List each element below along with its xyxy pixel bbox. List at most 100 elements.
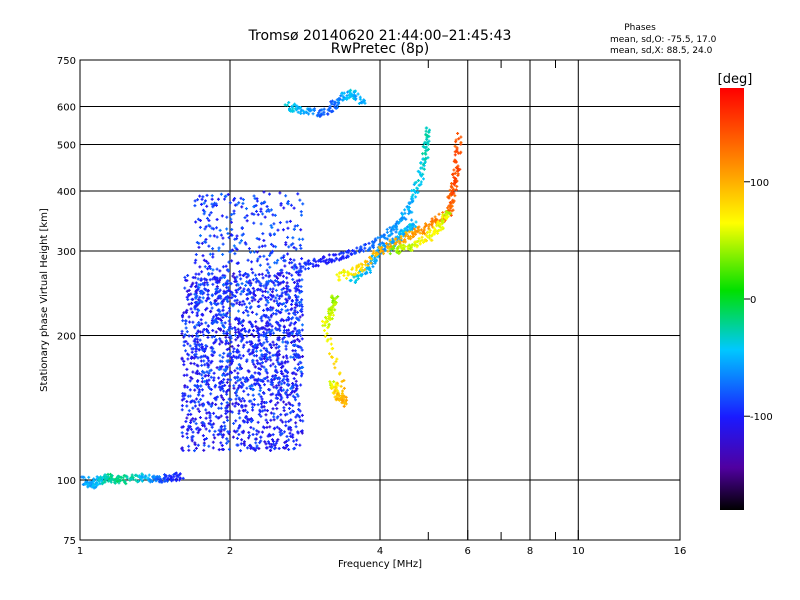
data-point <box>219 394 223 398</box>
data-point <box>337 252 341 256</box>
data-point <box>255 429 259 433</box>
data-point <box>262 200 266 204</box>
data-point <box>267 432 271 436</box>
data-point <box>260 400 264 404</box>
data-point <box>252 212 256 216</box>
data-point <box>189 412 193 416</box>
data-point <box>300 257 304 261</box>
data-point <box>191 417 195 421</box>
data-point <box>364 242 368 246</box>
data-point <box>194 446 198 450</box>
data-point <box>228 250 232 254</box>
data-point <box>292 281 296 285</box>
data-point <box>246 287 250 291</box>
data-point <box>357 263 361 267</box>
x-tick-label: 4 <box>377 546 383 557</box>
data-point <box>253 294 257 298</box>
data-point <box>258 410 262 414</box>
data-point <box>427 236 431 240</box>
data-point <box>259 316 263 320</box>
data-point <box>288 288 292 292</box>
data-point <box>282 328 286 332</box>
data-point <box>229 217 233 221</box>
data-point <box>249 426 253 430</box>
data-point <box>184 326 188 330</box>
data-point <box>204 299 208 303</box>
data-point <box>281 364 285 368</box>
data-point <box>265 204 269 208</box>
data-point <box>194 355 198 359</box>
data-point <box>274 296 278 300</box>
data-point <box>322 328 326 332</box>
data-point <box>201 369 205 373</box>
data-point <box>284 446 288 450</box>
data-point <box>197 321 201 325</box>
data-point <box>190 350 194 354</box>
data-point <box>270 378 274 382</box>
data-point <box>193 404 197 408</box>
data-point <box>268 308 272 312</box>
data-point <box>397 231 401 235</box>
data-point <box>231 274 235 278</box>
data-point <box>287 438 291 442</box>
data-point <box>454 138 458 142</box>
data-point <box>296 414 300 418</box>
data-point <box>224 264 228 268</box>
data-point <box>289 355 293 359</box>
data-point <box>250 212 254 216</box>
data-point <box>202 448 206 452</box>
data-point <box>330 384 334 388</box>
data-point <box>186 274 190 278</box>
data-point <box>385 227 389 231</box>
data-point <box>193 301 197 305</box>
data-point <box>240 226 244 230</box>
data-point <box>408 224 412 228</box>
y-tick-label: 500 <box>57 141 76 152</box>
data-point <box>418 171 422 175</box>
data-point <box>181 434 185 438</box>
data-point <box>269 313 273 317</box>
data-point <box>227 384 231 388</box>
data-point <box>330 386 334 390</box>
data-point <box>294 382 298 386</box>
data-point <box>237 287 241 291</box>
data-point <box>216 433 220 437</box>
data-point <box>227 236 231 240</box>
data-point <box>255 327 259 331</box>
data-point <box>293 263 297 267</box>
data-point <box>279 413 283 417</box>
data-point <box>365 260 369 264</box>
data-point <box>257 304 261 308</box>
data-point <box>108 478 112 482</box>
data-point <box>234 401 238 405</box>
data-point <box>354 97 358 101</box>
data-point <box>284 309 288 313</box>
data-point <box>335 357 339 361</box>
data-point <box>278 430 282 434</box>
data-point <box>275 416 279 420</box>
data-point <box>333 105 337 109</box>
data-point <box>229 213 233 217</box>
data-point <box>226 341 230 345</box>
data-point <box>299 346 303 350</box>
data-point <box>236 344 240 348</box>
data-point <box>289 203 293 207</box>
data-point <box>237 334 241 338</box>
data-point <box>282 409 286 413</box>
data-point <box>252 397 256 401</box>
data-point <box>234 288 238 292</box>
data-point <box>281 420 285 424</box>
data-point <box>296 282 300 286</box>
data-point <box>368 267 372 271</box>
data-point <box>287 419 291 423</box>
data-point <box>258 342 262 346</box>
data-point <box>362 249 366 253</box>
data-point <box>330 317 334 321</box>
data-point <box>103 480 107 484</box>
data-point <box>198 338 202 342</box>
data-point <box>180 314 184 318</box>
data-point <box>453 153 457 157</box>
data-point <box>277 297 281 301</box>
data-point <box>329 337 333 341</box>
data-point <box>217 448 221 452</box>
